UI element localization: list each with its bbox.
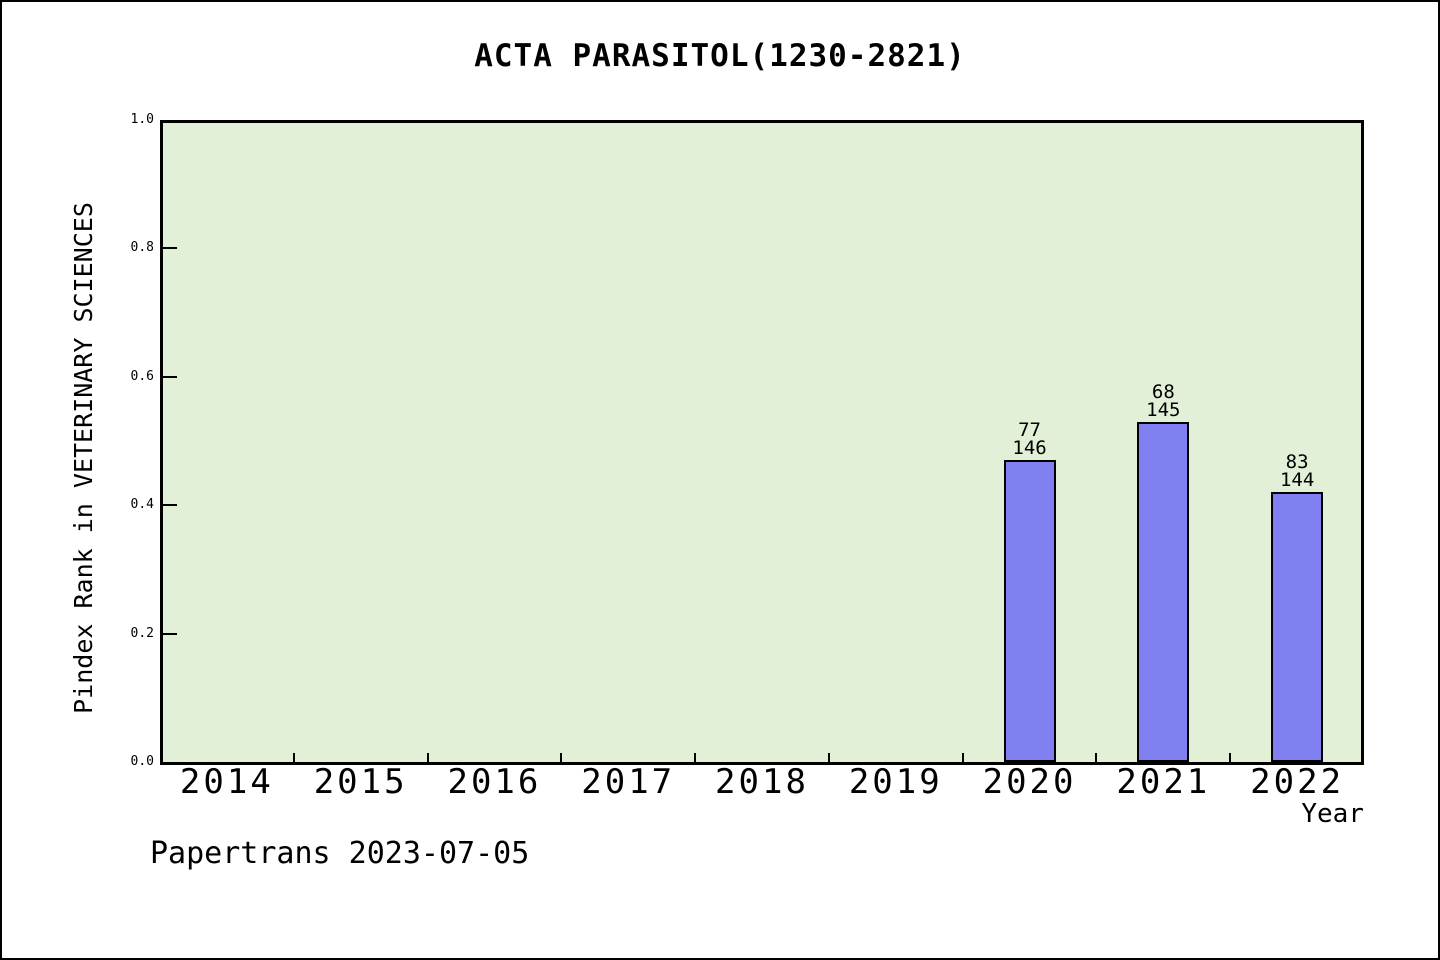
y-tick-label: 0.6 (130, 368, 154, 384)
y-tick-label: 0.2 (130, 625, 154, 641)
x-tick-label: 2018 (715, 762, 809, 802)
x-tick-mark (961, 753, 964, 762)
x-tick-label: 2021 (1116, 762, 1211, 802)
bar (1137, 421, 1190, 762)
x-tick-label: 2014 (179, 762, 274, 802)
y-tick-mark (163, 632, 177, 635)
chart-title: ACTA PARASITOL(1230-2821) (474, 38, 966, 74)
x-tick-mark (426, 753, 429, 762)
x-tick-mark (1095, 753, 1098, 762)
y-tick-label: 0.0 (130, 754, 154, 769)
bar-label: 68 145 (1146, 380, 1181, 421)
y-tick-mark (163, 247, 177, 250)
x-tick-mark (827, 753, 830, 762)
x-axis-label: Year (1301, 799, 1364, 829)
footer-text: Papertrans 2023-07-05 (150, 836, 530, 871)
x-tick-label: 2022 (1250, 762, 1345, 802)
x-tick-label: 2019 (848, 762, 943, 802)
x-tick-label: 2016 (447, 762, 542, 802)
x-tick-mark (292, 753, 295, 762)
bar (1271, 492, 1324, 762)
y-tick-label: 1.0 (130, 112, 154, 127)
x-tick-label: 2015 (313, 762, 408, 802)
x-tick-label: 2020 (982, 762, 1077, 802)
bar (1003, 460, 1056, 762)
x-tick-mark (694, 753, 697, 762)
y-tick-label: 0.4 (130, 497, 154, 513)
x-tick-label: 2017 (581, 762, 676, 802)
bar-label: 83 144 (1279, 451, 1315, 492)
y-tick-mark (163, 375, 177, 378)
x-tick-mark (1229, 753, 1232, 762)
y-tick-mark (163, 504, 177, 507)
y-axis-label: Pindex Rank in VETERINARY SCIENCES (69, 202, 98, 714)
bar-label: 77 146 (1012, 419, 1047, 460)
y-tick-label: 0.8 (130, 240, 154, 256)
x-tick-mark (560, 753, 563, 762)
